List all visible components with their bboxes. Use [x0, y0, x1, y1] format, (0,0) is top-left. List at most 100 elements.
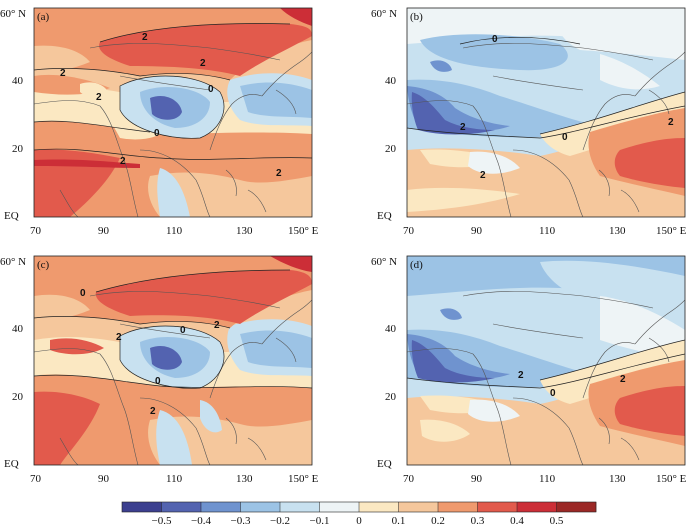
colorbar-swatch: [556, 502, 597, 512]
panel-a-contour-label: 0: [154, 128, 160, 139]
lat-tick-label: 20: [12, 391, 24, 403]
colorbar-tick-label: 0.2: [431, 515, 445, 527]
lat-tick-label: 40: [12, 323, 24, 335]
colorbar-tick-label: −0.1: [310, 515, 330, 527]
panel-a-lon-ticks: 70 90 110 130 150° E: [30, 225, 319, 237]
panel-c: (c) 0 2 0 0 2 2 60° N 40 20 EQ 70 90 110…: [0, 255, 319, 485]
panel-a-contour-label: 2: [120, 156, 126, 167]
lat-tick-label: 60° N: [371, 256, 397, 268]
lon-tick-label: 130: [609, 225, 626, 237]
colorbar-tick-label: 0: [356, 515, 362, 527]
lon-tick-label: 150° E: [656, 225, 687, 237]
lat-tick-label: 20: [385, 391, 397, 403]
lon-tick-label: 150° E: [288, 225, 319, 237]
panel-b-lat-ticks: 60° N 40 20 EQ: [371, 8, 397, 222]
panel-a-lat-ticks: 60° N 40 20 EQ: [0, 8, 26, 222]
lat-tick-label: EQ: [4, 210, 19, 222]
panel-a-contour-label: 2: [200, 58, 206, 69]
lat-tick-label: 60° N: [371, 8, 397, 20]
panel-c-contour-label: 2: [214, 320, 220, 331]
colorbar-swatch: [240, 502, 281, 512]
panel-a-contour-label: 2: [142, 32, 148, 43]
colorbar-tick-label: −0.2: [270, 515, 290, 527]
panel-d-contour-label: 0: [550, 388, 556, 399]
lat-tick-label: 60° N: [0, 256, 26, 268]
colorbar-swatch: [517, 502, 557, 512]
lat-tick-label: 20: [385, 143, 397, 155]
colorbar-tick-label: −0.5: [152, 515, 172, 527]
lon-tick-label: 90: [98, 473, 110, 485]
colorbar-swatch: [201, 502, 241, 512]
panel-d-contour-label: 2: [620, 374, 626, 385]
colorbar-tick-label: −0.3: [231, 515, 251, 527]
lat-tick-label: EQ: [4, 458, 19, 470]
panel-b-lon-ticks: 70 90 110 130 150° E: [403, 225, 687, 237]
colorbar-swatch: [319, 502, 360, 512]
colorbar-swatch: [280, 502, 320, 512]
lon-tick-label: 150° E: [288, 473, 319, 485]
panel-c-contour-label: 2: [150, 406, 156, 417]
colorbar-swatch: [161, 502, 202, 512]
panel-d-lon-ticks: 70 90 110 130 150° E: [403, 473, 687, 485]
colorbar: −0.5 −0.4 −0.3 −0.2 −0.1 0 0.1 0.2 0.3 0.4 0.5: [121, 501, 597, 527]
colorbar-tick-label: 0.3: [471, 515, 485, 527]
panel-b-tag: (b): [410, 11, 423, 23]
panel-d-tag: (d): [410, 259, 423, 271]
lat-tick-label: EQ: [377, 458, 392, 470]
panel-b-contour-label: 2: [480, 170, 486, 181]
panel-a-tag: (a): [37, 11, 50, 23]
panel-a-contour-label: 2: [96, 92, 102, 103]
lon-tick-label: 110: [166, 225, 183, 237]
panel-d: (d) 2 0 2 60° N 40 20 EQ 70 90 110 130 1…: [371, 255, 687, 485]
panel-c-contour-label: 0: [80, 288, 86, 299]
panel-b-field: [407, 8, 685, 217]
lon-tick-label: 90: [471, 473, 483, 485]
colorbar-swatch: [359, 502, 399, 512]
lon-tick-label: 130: [609, 473, 626, 485]
panel-d-lat-ticks: 60° N 40 20 EQ: [371, 256, 397, 470]
lat-tick-label: EQ: [377, 210, 392, 222]
colorbar-tick-label: 0.5: [550, 515, 564, 527]
colorbar-swatch: [122, 502, 162, 512]
panel-d-field: [407, 256, 685, 465]
panel-a-contour-label: 0: [208, 84, 214, 95]
panel-b-contour-label: 0: [562, 132, 568, 143]
lon-tick-label: 70: [30, 473, 42, 485]
panel-c-lat-ticks: 60° N 40 20 EQ: [0, 256, 26, 470]
colorbar-tick-label: 0.1: [392, 515, 406, 527]
lat-tick-label: 60° N: [0, 8, 26, 20]
lat-tick-label: 20: [12, 143, 24, 155]
lon-tick-label: 110: [539, 473, 556, 485]
panel-c-tag: (c): [37, 259, 50, 271]
lat-tick-label: 40: [12, 75, 24, 87]
panel-b-contour-label: 0: [492, 34, 498, 45]
lon-tick-label: 90: [471, 225, 483, 237]
panel-a: (a) 2 2 2 0 0 2 2 2 60° N 40 20 EQ 70 90…: [0, 7, 319, 237]
panel-b-contour-label: 2: [668, 117, 674, 128]
colorbar-swatch: [477, 502, 518, 512]
colorbar-swatch: [398, 502, 439, 512]
lon-tick-label: 130: [236, 473, 253, 485]
lon-tick-label: 70: [403, 225, 415, 237]
lon-tick-label: 130: [236, 225, 253, 237]
panel-d-contour-label: 2: [518, 370, 524, 381]
panel-c-contour-label: 0: [180, 325, 186, 336]
lat-tick-label: 40: [385, 323, 397, 335]
colorbar-swatch: [438, 502, 478, 512]
panel-a-field: [34, 8, 312, 217]
lon-tick-label: 90: [98, 225, 110, 237]
panel-c-lon-ticks: 70 90 110 130 150° E: [30, 473, 319, 485]
panel-b: (b) 0 2 0 2 2 60° N 40 20 EQ 70 90 110 1…: [371, 7, 687, 237]
lon-tick-label: 110: [166, 473, 183, 485]
lon-tick-label: 150° E: [656, 473, 687, 485]
panel-c-contour-label: 0: [155, 376, 161, 387]
panel-c-contour-label: 2: [116, 332, 122, 343]
panel-c-field: [34, 256, 312, 465]
panel-b-contour-label: 2: [460, 122, 466, 133]
colorbar-tick-label: 0.4: [510, 515, 524, 527]
panel-a-contour-label: 2: [276, 168, 282, 179]
colorbar-tick-label: −0.4: [191, 515, 211, 527]
lon-tick-label: 70: [30, 225, 42, 237]
lon-tick-label: 70: [403, 473, 415, 485]
